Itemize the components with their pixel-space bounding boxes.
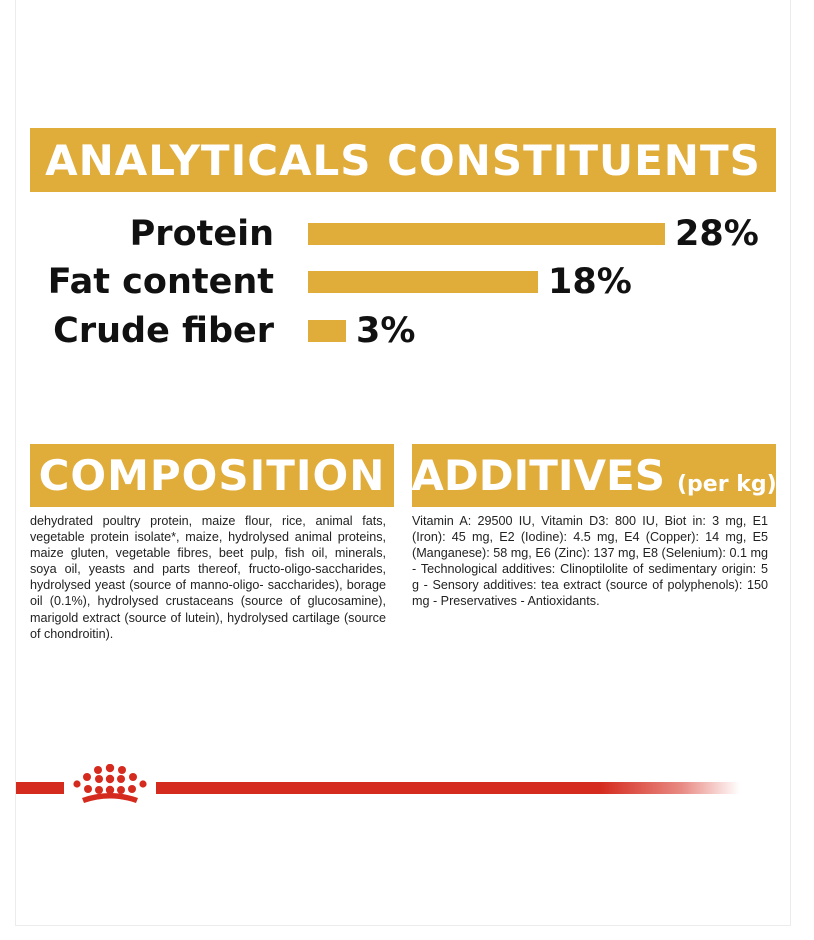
brand-line-left	[16, 782, 64, 794]
analytics-bar	[308, 320, 346, 342]
analytics-percent: 3%	[356, 311, 416, 351]
analytics-row-protein: Protein 28%	[30, 214, 790, 254]
composition-text: dehydrated poultry protein, maize flour,…	[30, 514, 386, 641]
analytics-label: Crude fiber	[53, 311, 274, 351]
additives-text: Vitamin A: 29500 IU, Vitamin D3: 800 IU,…	[412, 514, 768, 609]
analytics-row-fat: Fat content 18%	[30, 262, 790, 302]
additives-title: ADDITIVES (per kg)	[411, 444, 777, 507]
additives-title-text: ADDITIVES	[411, 451, 665, 500]
analytics-row-fiber: Crude fiber 3%	[30, 311, 790, 351]
brand-line-right	[156, 782, 740, 794]
analytics-label: Protein	[129, 214, 274, 254]
royal-canin-crown-icon	[73, 764, 147, 803]
composition-title: COMPOSITION	[30, 444, 394, 507]
analytics-percent: 28%	[675, 214, 759, 254]
analytics-bar	[308, 271, 538, 293]
analytics-percent: 18%	[548, 262, 632, 302]
additives-unit: (per kg)	[676, 472, 777, 497]
analytics-label: Fat content	[47, 262, 274, 302]
analytics-bar	[308, 223, 665, 245]
analytics-title: ANALYTICALS CONSTITUENTS	[30, 128, 776, 192]
